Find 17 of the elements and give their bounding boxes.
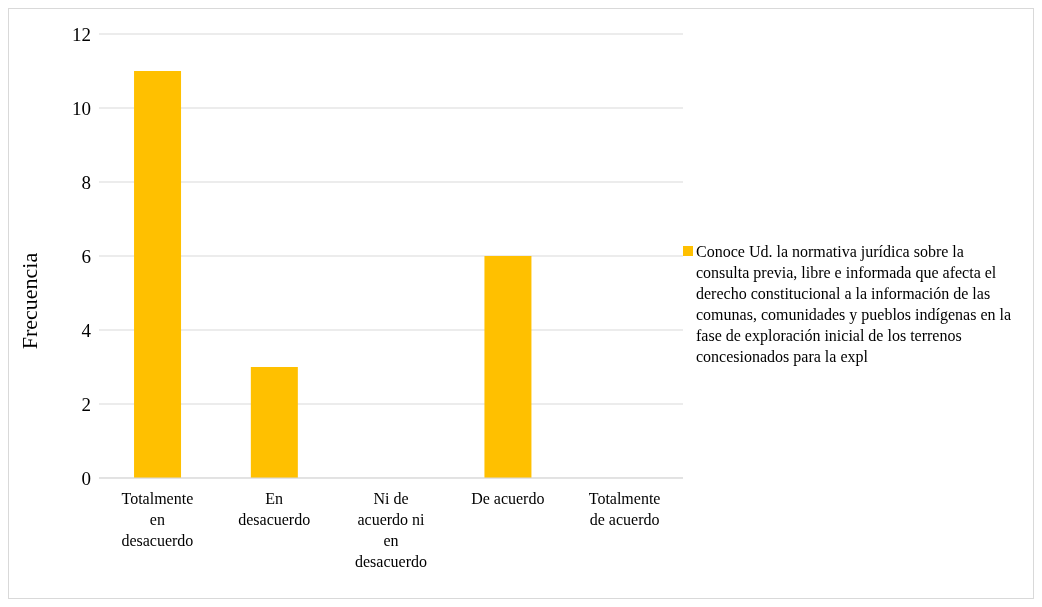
y-tick-label: 2 xyxy=(81,393,91,415)
y-tick-label: 12 xyxy=(72,23,91,45)
bar xyxy=(484,256,532,478)
x-tick-label: Ni de acuerdo ni en desacuerdo xyxy=(355,490,427,570)
x-tick-label: Totalmente en desacuerdo xyxy=(121,490,194,549)
x-tick-label: Totalmente de acuerdo xyxy=(588,490,661,528)
bar xyxy=(250,367,298,478)
x-tick-label: De acuerdo xyxy=(471,490,545,507)
y-tick-label: 10 xyxy=(72,97,91,119)
y-tick-label: 0 xyxy=(81,467,91,489)
y-axis-title: Frecuencia xyxy=(16,252,42,350)
bar xyxy=(134,71,182,478)
y-tick-label: 8 xyxy=(81,171,91,193)
legend-label: Conoce Ud. la normativa jurídica sobre la consulta previa, libre e informada que afecta el derecho constitucional a la información de las comunas, comunidades y pueblos indígenas en la fase de exploración inicial de los terrenos concesionados para la expl xyxy=(696,241,1013,367)
x-tick-label: En desacuerdo xyxy=(238,490,311,528)
y-tick-label: 6 xyxy=(81,245,91,267)
y-tick-label: 4 xyxy=(81,319,92,341)
